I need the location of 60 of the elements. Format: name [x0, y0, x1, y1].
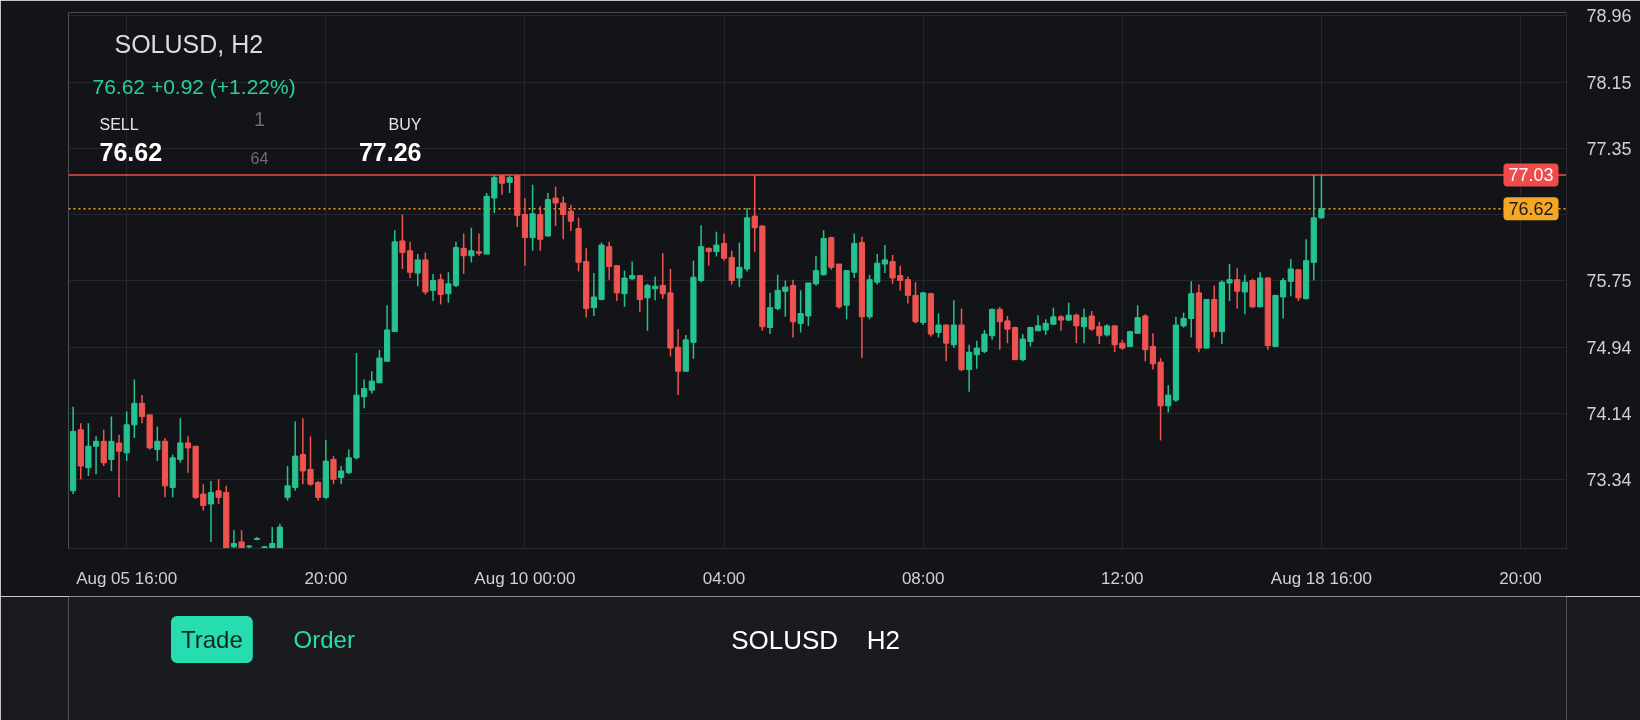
candlestick: [108, 415, 115, 472]
candlestick: [338, 465, 345, 485]
text: Trade: [181, 626, 243, 653]
candlestick: [414, 253, 421, 288]
candlestick: [115, 433, 123, 499]
candlestick: [207, 480, 215, 543]
annotation: BUY: [388, 116, 422, 133]
candlestick: [567, 203, 574, 232]
x-tick-label: 20:00: [1499, 568, 1542, 588]
text: Order: [293, 626, 355, 653]
candlestick: [1073, 312, 1080, 344]
candlestick: [429, 273, 437, 302]
y-tick-label: 74.94: [1586, 337, 1632, 358]
candlestick: [468, 226, 475, 264]
candlestick: [713, 231, 720, 258]
candlestick: [437, 273, 444, 306]
y-tick-label: 78.96: [1586, 6, 1632, 27]
candlestick: [1057, 314, 1065, 332]
text: H2: [866, 624, 900, 655]
candlestick: [276, 523, 283, 549]
ref-line-label: 76.62: [1508, 199, 1554, 220]
candlestick: [330, 455, 337, 485]
candlestick: [636, 274, 643, 313]
candlestick: [943, 323, 950, 363]
candlestick: [1241, 273, 1248, 316]
text: SOLUSD, H2: [114, 29, 264, 58]
candlestick: [966, 344, 973, 393]
y-tick-label: 77.35: [1586, 139, 1632, 160]
x-tick-label: 04:00: [702, 568, 746, 588]
candlestick: [606, 240, 613, 281]
annotation: 64: [250, 149, 269, 167]
annotation: SELL: [99, 116, 139, 133]
candlestick: [1287, 258, 1294, 297]
y-tick-label: 73.34: [1586, 469, 1632, 490]
ref-line-label: 77.03: [1508, 165, 1554, 186]
x-tick-label: 20:00: [304, 568, 348, 588]
candlestick: [529, 184, 536, 252]
x-tick-label: Aug 10 00:00: [474, 568, 576, 588]
candlestick: [154, 425, 161, 462]
candlestick: [475, 232, 483, 257]
candlestick: [950, 299, 957, 349]
x-tick-label: 12:00: [1101, 568, 1144, 588]
candlestick: [1234, 267, 1241, 310]
candlestick: [881, 244, 888, 274]
candlestick: [935, 312, 942, 339]
candlestick: [100, 429, 107, 467]
candlestick: [460, 232, 467, 275]
y-tick-label: 78.15: [1586, 73, 1632, 94]
text: 76.62 +0.92 (+1.22%): [92, 75, 296, 98]
x-tick-label: Aug 18 16:00: [1270, 568, 1373, 588]
y-tick-label: 74.14: [1586, 403, 1632, 424]
x-tick-label: 08:00: [901, 568, 945, 588]
annotation: 77.26: [358, 137, 422, 166]
candlestick: [1065, 302, 1072, 322]
text: SOLUSD: [731, 624, 839, 655]
x-tick-label: Aug 05 16:00: [76, 568, 178, 588]
y-tick-label: 75.75: [1586, 271, 1632, 291]
candlestick: [1080, 307, 1088, 344]
annotation: 76.62: [99, 137, 163, 166]
annotation: 1: [253, 107, 266, 130]
